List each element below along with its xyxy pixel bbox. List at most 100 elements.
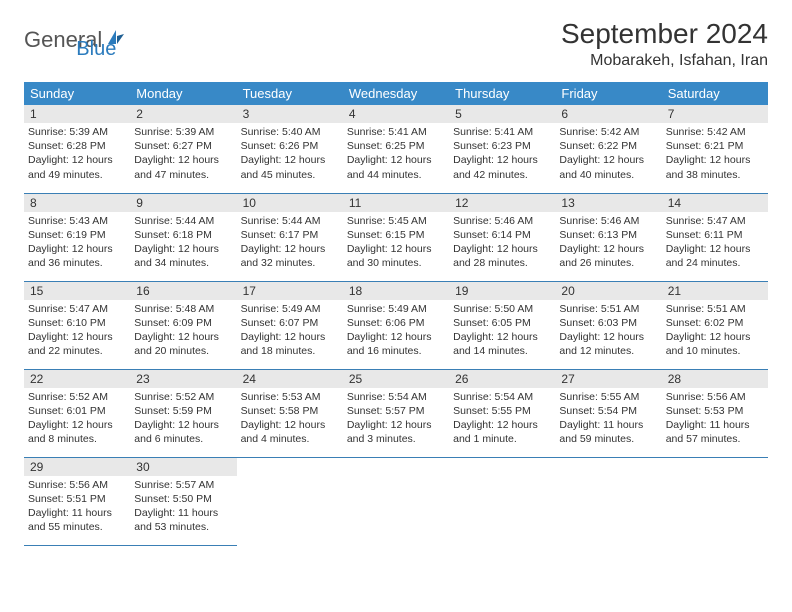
header: General Blue September 2024 Mobarakeh, I… xyxy=(24,18,768,70)
calendar-cell: 22Sunrise: 5:52 AMSunset: 6:01 PMDayligh… xyxy=(24,369,130,457)
day-number: 29 xyxy=(24,458,130,476)
day-details: Sunrise: 5:56 AMSunset: 5:51 PMDaylight:… xyxy=(24,476,130,539)
day-number: 6 xyxy=(555,105,661,123)
weekday-header: Sunday xyxy=(24,82,130,105)
weekday-header: Monday xyxy=(130,82,236,105)
logo: General Blue xyxy=(24,18,116,61)
day-number: 8 xyxy=(24,194,130,212)
calendar-cell: 3Sunrise: 5:40 AMSunset: 6:26 PMDaylight… xyxy=(237,105,343,193)
day-details: Sunrise: 5:44 AMSunset: 6:18 PMDaylight:… xyxy=(130,212,236,275)
day-details: Sunrise: 5:52 AMSunset: 6:01 PMDaylight:… xyxy=(24,388,130,451)
calendar-cell: 5Sunrise: 5:41 AMSunset: 6:23 PMDaylight… xyxy=(449,105,555,193)
calendar-table: Sunday Monday Tuesday Wednesday Thursday… xyxy=(24,82,768,546)
calendar-cell: 2Sunrise: 5:39 AMSunset: 6:27 PMDaylight… xyxy=(130,105,236,193)
month-title: September 2024 xyxy=(561,18,768,50)
calendar-cell: 6Sunrise: 5:42 AMSunset: 6:22 PMDaylight… xyxy=(555,105,661,193)
calendar-cell: 16Sunrise: 5:48 AMSunset: 6:09 PMDayligh… xyxy=(130,281,236,369)
calendar-cell: 4Sunrise: 5:41 AMSunset: 6:25 PMDaylight… xyxy=(343,105,449,193)
day-details: Sunrise: 5:45 AMSunset: 6:15 PMDaylight:… xyxy=(343,212,449,275)
day-details: Sunrise: 5:48 AMSunset: 6:09 PMDaylight:… xyxy=(130,300,236,363)
weekday-header: Tuesday xyxy=(237,82,343,105)
calendar-cell: 14Sunrise: 5:47 AMSunset: 6:11 PMDayligh… xyxy=(662,193,768,281)
calendar-cell: 17Sunrise: 5:49 AMSunset: 6:07 PMDayligh… xyxy=(237,281,343,369)
day-number: 2 xyxy=(130,105,236,123)
day-details: Sunrise: 5:44 AMSunset: 6:17 PMDaylight:… xyxy=(237,212,343,275)
day-details: Sunrise: 5:53 AMSunset: 5:58 PMDaylight:… xyxy=(237,388,343,451)
day-details: Sunrise: 5:42 AMSunset: 6:21 PMDaylight:… xyxy=(662,123,768,186)
day-details: Sunrise: 5:40 AMSunset: 6:26 PMDaylight:… xyxy=(237,123,343,186)
calendar-cell: 11Sunrise: 5:45 AMSunset: 6:15 PMDayligh… xyxy=(343,193,449,281)
day-number: 25 xyxy=(343,370,449,388)
weekday-header: Wednesday xyxy=(343,82,449,105)
day-details: Sunrise: 5:52 AMSunset: 5:59 PMDaylight:… xyxy=(130,388,236,451)
day-details: Sunrise: 5:47 AMSunset: 6:10 PMDaylight:… xyxy=(24,300,130,363)
day-number: 22 xyxy=(24,370,130,388)
day-details: Sunrise: 5:49 AMSunset: 6:06 PMDaylight:… xyxy=(343,300,449,363)
day-number: 7 xyxy=(662,105,768,123)
calendar-cell xyxy=(343,457,449,545)
day-details: Sunrise: 5:39 AMSunset: 6:28 PMDaylight:… xyxy=(24,123,130,186)
calendar-cell: 10Sunrise: 5:44 AMSunset: 6:17 PMDayligh… xyxy=(237,193,343,281)
day-number: 12 xyxy=(449,194,555,212)
calendar-cell: 9Sunrise: 5:44 AMSunset: 6:18 PMDaylight… xyxy=(130,193,236,281)
day-details: Sunrise: 5:55 AMSunset: 5:54 PMDaylight:… xyxy=(555,388,661,451)
day-details: Sunrise: 5:49 AMSunset: 6:07 PMDaylight:… xyxy=(237,300,343,363)
calendar-cell: 26Sunrise: 5:54 AMSunset: 5:55 PMDayligh… xyxy=(449,369,555,457)
day-details: Sunrise: 5:56 AMSunset: 5:53 PMDaylight:… xyxy=(662,388,768,451)
day-number: 16 xyxy=(130,282,236,300)
day-number: 26 xyxy=(449,370,555,388)
day-number: 10 xyxy=(237,194,343,212)
day-details: Sunrise: 5:50 AMSunset: 6:05 PMDaylight:… xyxy=(449,300,555,363)
day-number: 1 xyxy=(24,105,130,123)
day-details: Sunrise: 5:47 AMSunset: 6:11 PMDaylight:… xyxy=(662,212,768,275)
day-number: 30 xyxy=(130,458,236,476)
calendar-cell: 25Sunrise: 5:54 AMSunset: 5:57 PMDayligh… xyxy=(343,369,449,457)
calendar-row: 15Sunrise: 5:47 AMSunset: 6:10 PMDayligh… xyxy=(24,281,768,369)
calendar-cell xyxy=(449,457,555,545)
day-details: Sunrise: 5:46 AMSunset: 6:13 PMDaylight:… xyxy=(555,212,661,275)
logo-text-blue: Blue xyxy=(76,38,116,61)
calendar-cell: 12Sunrise: 5:46 AMSunset: 6:14 PMDayligh… xyxy=(449,193,555,281)
calendar-cell: 13Sunrise: 5:46 AMSunset: 6:13 PMDayligh… xyxy=(555,193,661,281)
calendar-cell: 28Sunrise: 5:56 AMSunset: 5:53 PMDayligh… xyxy=(662,369,768,457)
calendar-cell: 1Sunrise: 5:39 AMSunset: 6:28 PMDaylight… xyxy=(24,105,130,193)
calendar-cell: 7Sunrise: 5:42 AMSunset: 6:21 PMDaylight… xyxy=(662,105,768,193)
day-number: 28 xyxy=(662,370,768,388)
calendar-row: 8Sunrise: 5:43 AMSunset: 6:19 PMDaylight… xyxy=(24,193,768,281)
calendar-cell xyxy=(555,457,661,545)
day-number: 15 xyxy=(24,282,130,300)
day-details: Sunrise: 5:54 AMSunset: 5:55 PMDaylight:… xyxy=(449,388,555,451)
title-block: September 2024 Mobarakeh, Isfahan, Iran xyxy=(561,18,768,70)
day-details: Sunrise: 5:51 AMSunset: 6:02 PMDaylight:… xyxy=(662,300,768,363)
day-details: Sunrise: 5:41 AMSunset: 6:25 PMDaylight:… xyxy=(343,123,449,186)
day-details: Sunrise: 5:51 AMSunset: 6:03 PMDaylight:… xyxy=(555,300,661,363)
day-number: 27 xyxy=(555,370,661,388)
location: Mobarakeh, Isfahan, Iran xyxy=(561,52,768,70)
calendar-row: 29Sunrise: 5:56 AMSunset: 5:51 PMDayligh… xyxy=(24,457,768,545)
calendar-cell: 18Sunrise: 5:49 AMSunset: 6:06 PMDayligh… xyxy=(343,281,449,369)
day-details: Sunrise: 5:54 AMSunset: 5:57 PMDaylight:… xyxy=(343,388,449,451)
day-number: 11 xyxy=(343,194,449,212)
calendar-body: 1Sunrise: 5:39 AMSunset: 6:28 PMDaylight… xyxy=(24,105,768,545)
weekday-header: Saturday xyxy=(662,82,768,105)
day-details: Sunrise: 5:42 AMSunset: 6:22 PMDaylight:… xyxy=(555,123,661,186)
day-number: 9 xyxy=(130,194,236,212)
calendar-cell xyxy=(662,457,768,545)
day-details: Sunrise: 5:46 AMSunset: 6:14 PMDaylight:… xyxy=(449,212,555,275)
calendar-cell: 8Sunrise: 5:43 AMSunset: 6:19 PMDaylight… xyxy=(24,193,130,281)
day-number: 20 xyxy=(555,282,661,300)
day-details: Sunrise: 5:57 AMSunset: 5:50 PMDaylight:… xyxy=(130,476,236,539)
day-details: Sunrise: 5:41 AMSunset: 6:23 PMDaylight:… xyxy=(449,123,555,186)
day-details: Sunrise: 5:39 AMSunset: 6:27 PMDaylight:… xyxy=(130,123,236,186)
day-number: 17 xyxy=(237,282,343,300)
day-number: 14 xyxy=(662,194,768,212)
day-number: 4 xyxy=(343,105,449,123)
day-number: 13 xyxy=(555,194,661,212)
calendar-cell: 21Sunrise: 5:51 AMSunset: 6:02 PMDayligh… xyxy=(662,281,768,369)
day-number: 23 xyxy=(130,370,236,388)
calendar-cell: 29Sunrise: 5:56 AMSunset: 5:51 PMDayligh… xyxy=(24,457,130,545)
weekday-header: Friday xyxy=(555,82,661,105)
calendar-cell: 30Sunrise: 5:57 AMSunset: 5:50 PMDayligh… xyxy=(130,457,236,545)
calendar-cell: 24Sunrise: 5:53 AMSunset: 5:58 PMDayligh… xyxy=(237,369,343,457)
weekday-header: Thursday xyxy=(449,82,555,105)
